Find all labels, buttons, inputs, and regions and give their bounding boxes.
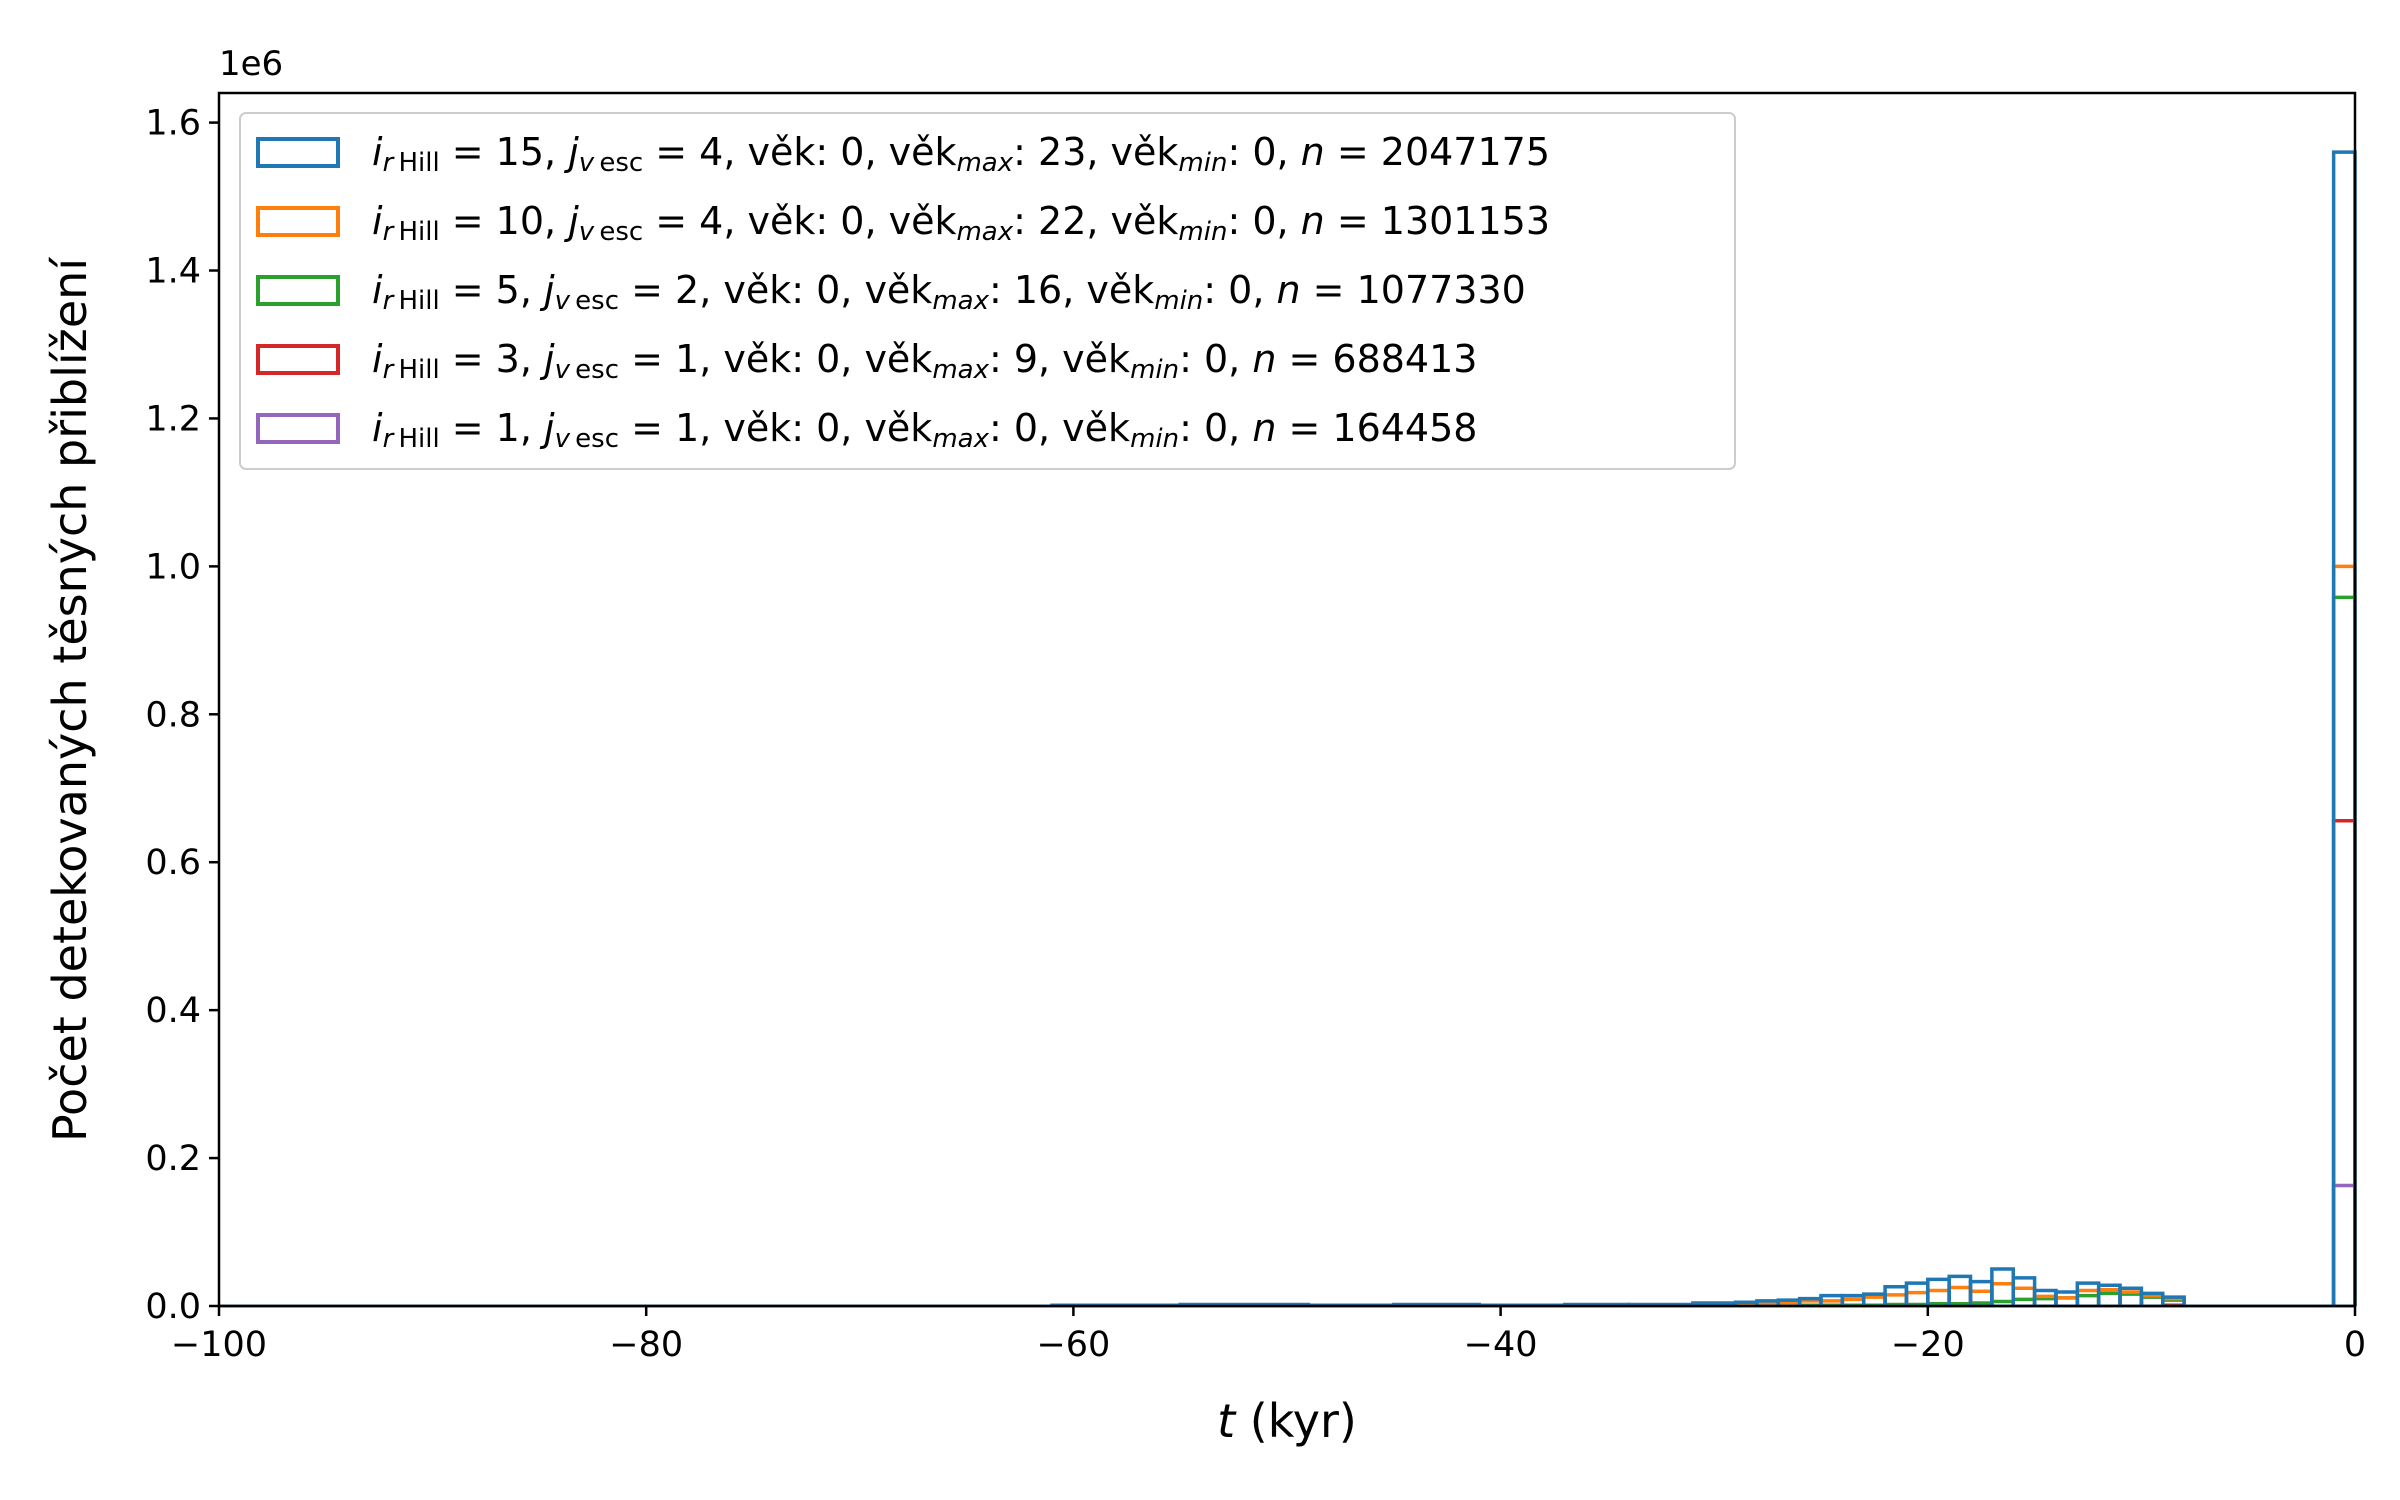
legend-entry: ir Hill = 15, jv esc = 4, věk: 0, věkmax… (256, 130, 1550, 178)
y-axis-ticks: 0.0 0.2 0.4 0.6 0.8 1.0 1.2 1.4 1.6 (145, 104, 219, 1327)
histogram-bin (2139, 1293, 2165, 1306)
legend-swatch (256, 206, 340, 237)
y-tick-label: 0.2 (145, 1139, 201, 1179)
legend-swatch (256, 344, 340, 375)
histogram-bin (2331, 819, 2357, 1306)
x-axis-unit: (kyr) (1235, 1394, 1357, 1448)
x-tick-label: −80 (609, 1325, 683, 1365)
y-tick-label: 1.0 (145, 547, 201, 587)
y-tick-label: 0.6 (145, 843, 201, 883)
histogram-bin (2075, 1288, 2101, 1306)
series-3 (219, 819, 2357, 1308)
series-5 (219, 595, 2357, 1308)
histogram-bin (2118, 1292, 2144, 1306)
y-tick-label: 0.0 (145, 1287, 201, 1327)
histogram-bin (2331, 150, 2357, 1306)
histogram-bin (1904, 1281, 1930, 1306)
histogram-bin (2161, 1295, 2186, 1306)
histogram-bin (2331, 1183, 2357, 1306)
legend-label: ir Hill = 3, jv esc = 1, věk: 0, věkmax:… (372, 337, 1477, 385)
x-tick-label: 0 (2344, 1325, 2366, 1365)
y-tick-label: 1.2 (145, 399, 201, 439)
x-axis-ticks: −100 −80 −60 −40 −20 0 (171, 1306, 2366, 1365)
histogram-bin (2331, 595, 2357, 1306)
histogram-bin (1926, 1277, 1951, 1306)
legend-label: ir Hill = 5, jv esc = 2, věk: 0, věkmax:… (372, 268, 1526, 316)
plot-frame (217, 91, 2357, 1308)
series-10 (219, 564, 2357, 1308)
legend-swatch (256, 275, 340, 306)
x-axis-variable: t (1217, 1394, 1237, 1448)
x-tick-label: −100 (171, 1325, 267, 1365)
y-tick-label: 0.8 (145, 695, 201, 735)
legend-entry: ir Hill = 10, jv esc = 4, věk: 0, věkmax… (256, 199, 1550, 247)
histogram-bin (2075, 1293, 2101, 1306)
legend-label: ir Hill = 1, jv esc = 1, věk: 0, věkmax:… (372, 406, 1477, 454)
legend-label: ir Hill = 15, jv esc = 4, věk: 0, věkmax… (372, 130, 1550, 178)
histogram-bin (1947, 1274, 1973, 1306)
legend-label: ir Hill = 10, jv esc = 4, věk: 0, věkmax… (372, 199, 1550, 247)
legend-swatch (256, 413, 340, 444)
legend-frame (239, 112, 1736, 470)
legend: ir Hill = 15, jv esc = 4, věk: 0, věkmax… (239, 112, 1736, 470)
x-tick-label: −60 (1036, 1325, 1110, 1365)
x-axis-label: t (kyr) (1217, 1394, 1357, 1448)
y-tick-label: 0.4 (145, 991, 201, 1031)
y-tick-label: 1.6 (145, 104, 201, 144)
legend-entry: ir Hill = 3, jv esc = 1, věk: 0, věkmax:… (256, 337, 1477, 385)
legend-entry: ir Hill = 1, jv esc = 1, věk: 0, věkmax:… (256, 406, 1477, 454)
histogram-bin (2011, 1286, 2037, 1306)
x-tick-label: −20 (1891, 1325, 1965, 1365)
y-axis-multiplier: 1e6 (219, 44, 283, 84)
legend-swatch (256, 137, 340, 168)
x-tick-label: −40 (1464, 1325, 1538, 1365)
y-axis-label: Počet detekovaných těsných přiblížení (43, 257, 97, 1142)
histogram-bin (2331, 564, 2357, 1306)
y-tick-label: 1.4 (145, 252, 201, 292)
legend-entries: ir Hill = 15, jv esc = 4, věk: 0, věkmax… (256, 130, 1550, 454)
histogram-bin (2096, 1291, 2122, 1306)
legend-entry: ir Hill = 5, jv esc = 2, věk: 0, věkmax:… (256, 268, 1526, 316)
histogram-bin (2011, 1276, 2037, 1306)
